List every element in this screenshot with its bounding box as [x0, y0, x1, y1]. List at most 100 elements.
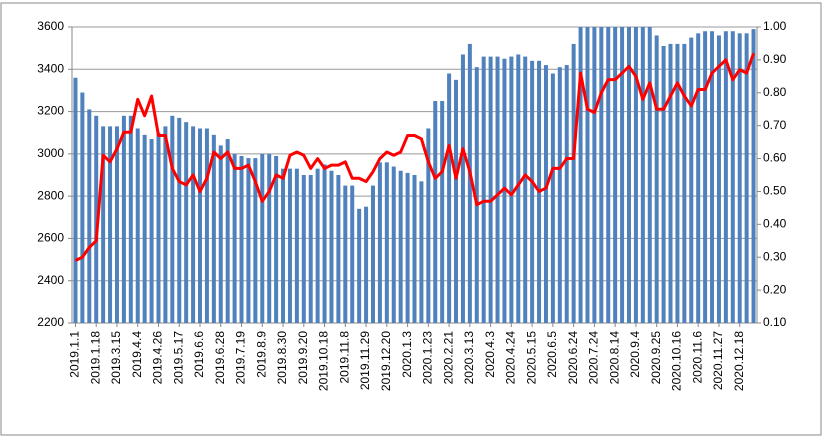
bar: [294, 168, 299, 323]
bar: [447, 73, 452, 323]
bar: [467, 43, 472, 324]
bar: [689, 37, 694, 323]
y2-tick-label: 0.70: [763, 118, 787, 132]
bar: [218, 145, 223, 323]
bar: [661, 46, 666, 324]
y-tick-label: 2200: [37, 315, 64, 329]
x-tick-label: 2019.6.6: [192, 331, 206, 378]
bar: [744, 33, 749, 323]
y-tick-label: 2600: [37, 231, 64, 245]
bar: [225, 139, 230, 323]
bar: [730, 31, 735, 323]
bar: [550, 73, 555, 323]
x-tick-label: 2020.12.18: [732, 331, 746, 391]
bar: [405, 172, 410, 323]
x-tick-label: 2020.4.24: [504, 331, 518, 385]
bar: [101, 126, 106, 323]
bar: [211, 134, 216, 323]
bar: [710, 31, 715, 323]
bar: [80, 92, 85, 324]
bar: [308, 175, 313, 323]
bar: [329, 170, 334, 323]
bar: [592, 27, 597, 323]
bar: [391, 166, 396, 323]
bar: [723, 31, 728, 323]
x-tick-label: 2020.10.16: [670, 331, 684, 391]
x-tick-label: 2019.5.17: [171, 331, 185, 385]
bar: [585, 27, 590, 323]
bar: [253, 158, 258, 323]
bar: [246, 158, 251, 323]
bar: [509, 56, 514, 323]
bar: [696, 33, 701, 323]
x-tick-label: 2019.4.4: [130, 331, 144, 378]
bar: [108, 126, 113, 323]
bar: [184, 122, 189, 324]
bar: [94, 115, 99, 323]
bar: [454, 79, 459, 323]
bar: [751, 29, 756, 323]
bar: [557, 67, 562, 324]
x-tick-label: 2020.5.15: [524, 331, 538, 385]
bar: [633, 27, 638, 323]
bar: [204, 128, 209, 323]
bar: [142, 134, 147, 323]
bar: [274, 155, 279, 323]
bar: [322, 164, 327, 323]
x-tick-label: 2019.7.19: [234, 331, 248, 385]
y-tick-label: 3400: [37, 61, 64, 75]
x-tick-label: 2019.1.1: [68, 331, 82, 378]
bar: [654, 35, 659, 323]
bar: [460, 54, 465, 323]
line: [74, 52, 755, 262]
bar: [682, 43, 687, 324]
y2-tick-label: 0.50: [763, 184, 787, 198]
y2-tick-label: 0.40: [763, 217, 787, 231]
x-tick-label: 2020.11.27: [711, 331, 725, 390]
x-tick-label: 2019.8.30: [275, 331, 289, 385]
bar: [364, 206, 369, 323]
x-tick-label: 2019.11.8: [337, 331, 351, 384]
bar: [260, 153, 265, 323]
bar: [336, 175, 341, 323]
y-tick-label: 3600: [37, 19, 64, 33]
x-tick-label: 2019.3.15: [109, 331, 123, 385]
bar: [377, 162, 382, 323]
bar: [613, 27, 618, 323]
x-tick-label: 2019.12.20: [379, 331, 393, 391]
bar: [516, 54, 521, 323]
x-tick-label: 2020.8.14: [607, 331, 621, 385]
bar: [474, 67, 479, 324]
bar: [239, 155, 244, 323]
y-tick-label: 3200: [37, 104, 64, 118]
bar: [419, 181, 424, 323]
bar: [640, 27, 645, 323]
y2-tick-label: 0.20: [763, 282, 787, 296]
bar: [121, 115, 126, 323]
x-tick-label: 2019.9.20: [296, 331, 310, 385]
bar: [578, 27, 583, 323]
bar: [370, 185, 375, 323]
bar: [433, 101, 438, 323]
bar: [87, 109, 92, 323]
y2-tick-label: 0.30: [763, 249, 787, 263]
bar: [412, 175, 417, 323]
bar: [440, 101, 445, 323]
bar: [703, 31, 708, 323]
bar: [599, 27, 604, 323]
bar: [620, 27, 625, 323]
bar: [232, 153, 237, 323]
x-tick-label: 2019.6.28: [213, 331, 227, 385]
bar: [571, 43, 576, 324]
bar: [301, 175, 306, 323]
bar: [488, 56, 493, 323]
bar: [114, 126, 119, 323]
bar: [647, 27, 652, 323]
bar: [626, 27, 631, 323]
bar: [156, 132, 161, 323]
bar: [384, 162, 389, 323]
bar: [198, 128, 203, 323]
x-tick-label: 2020.6.5: [545, 331, 559, 378]
x-tick-label: 2020.7.24: [587, 331, 601, 385]
